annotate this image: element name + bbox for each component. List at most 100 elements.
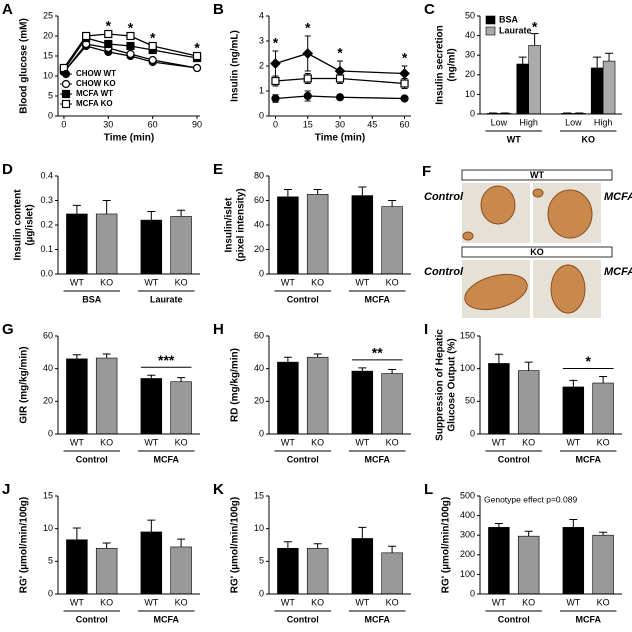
group-label: Control bbox=[76, 454, 108, 464]
bar bbox=[562, 527, 585, 595]
bar bbox=[95, 547, 118, 595]
error-bar bbox=[599, 376, 608, 384]
x-tick-label: 30 bbox=[335, 119, 345, 129]
panel-letter: F bbox=[422, 163, 431, 180]
y-tick-label: 200 bbox=[460, 549, 475, 559]
y-tick-label: 5 bbox=[48, 556, 53, 566]
x-tick-label: KO bbox=[386, 437, 399, 447]
error-bar bbox=[72, 354, 81, 359]
y-tick-label: 0.1 bbox=[40, 244, 53, 254]
marker bbox=[126, 41, 135, 51]
x-tick-label: KO bbox=[100, 437, 113, 447]
y-tick-label: 0 bbox=[259, 588, 264, 598]
y-tick-label: 50 bbox=[465, 396, 475, 406]
y-tick-label: 25 bbox=[43, 10, 53, 20]
line bbox=[63, 45, 198, 73]
bar bbox=[306, 356, 329, 435]
group-label: Laurate bbox=[150, 294, 183, 304]
bar bbox=[517, 370, 540, 435]
panel-letter: B bbox=[213, 1, 224, 18]
x-tick-label: WT bbox=[566, 437, 580, 447]
y-tick-label: 0 bbox=[470, 108, 475, 118]
error-bar bbox=[569, 519, 578, 528]
y-tick-label: 0 bbox=[48, 428, 53, 438]
bar bbox=[516, 63, 529, 115]
marker bbox=[271, 94, 280, 103]
error-bar bbox=[313, 188, 322, 195]
group-label: Control bbox=[498, 454, 530, 464]
line bbox=[275, 95, 405, 100]
label-box bbox=[461, 169, 613, 181]
bar bbox=[592, 534, 614, 595]
y-tick-label: 500 bbox=[460, 490, 475, 500]
panel-letter: H bbox=[213, 321, 224, 338]
x-tick-label: WT bbox=[355, 437, 369, 447]
group-label: MCFA bbox=[575, 614, 601, 624]
y-axis-label: Insulin secretion bbox=[435, 25, 446, 104]
x-tick-label: KO bbox=[522, 597, 535, 607]
significance: * bbox=[273, 35, 279, 51]
marker bbox=[271, 76, 280, 86]
marker bbox=[104, 29, 113, 39]
error-bar bbox=[147, 374, 156, 379]
bar bbox=[306, 547, 329, 595]
x-tick-label: KO bbox=[597, 597, 610, 607]
y-tick-label: 1 bbox=[259, 85, 264, 95]
error-bar bbox=[388, 545, 397, 553]
significance: * bbox=[402, 50, 408, 66]
x-tick-label: WT bbox=[355, 277, 369, 287]
micrograph-panel: F WT Control MCFA KO Control MCFA bbox=[422, 163, 632, 318]
x-tick-label: KO bbox=[100, 277, 113, 287]
bar bbox=[488, 527, 510, 595]
error-bar bbox=[524, 530, 533, 537]
y-tick-label: 30 bbox=[465, 50, 475, 60]
y-tick-label: 10 bbox=[43, 523, 53, 533]
bar bbox=[140, 219, 163, 275]
bar bbox=[381, 373, 403, 435]
group-label: MCFA bbox=[364, 294, 390, 304]
significance: * bbox=[532, 18, 538, 34]
y-tick-label: 0 bbox=[470, 588, 475, 598]
error-bar bbox=[569, 379, 578, 387]
marker bbox=[400, 79, 409, 88]
bar bbox=[66, 539, 88, 595]
y-tick-label: 20 bbox=[254, 396, 264, 406]
y-tick-label: 0 bbox=[470, 428, 475, 438]
x-tick-label: WT bbox=[70, 277, 84, 287]
line bbox=[63, 43, 198, 73]
error-bar bbox=[72, 527, 81, 540]
panel-letter: I bbox=[424, 321, 428, 338]
significance: ** bbox=[372, 345, 383, 361]
x-tick-label: WT bbox=[144, 277, 158, 287]
y-tick-label: 40 bbox=[254, 219, 264, 229]
marker bbox=[400, 94, 409, 103]
marker bbox=[335, 93, 345, 102]
x-tick-label: 15 bbox=[303, 119, 313, 129]
bar bbox=[381, 552, 403, 595]
marker bbox=[148, 41, 157, 51]
error-bar bbox=[102, 353, 111, 359]
bar bbox=[381, 206, 403, 275]
group-label: KO bbox=[530, 247, 544, 257]
error-bar bbox=[358, 367, 367, 372]
y-tick-label: 0 bbox=[259, 428, 264, 438]
x-tick-label: 90 bbox=[192, 119, 202, 129]
x-tick-label: 0 bbox=[61, 119, 66, 129]
islet bbox=[547, 189, 593, 239]
y-tick-label: 0 bbox=[259, 268, 264, 278]
x-tick-label: KO bbox=[175, 437, 188, 447]
y-axis-label: GIR (mg/kg/min) bbox=[19, 346, 30, 423]
marker bbox=[192, 51, 202, 61]
panel-letter: E bbox=[213, 161, 223, 178]
x-tick-label: WT bbox=[281, 277, 295, 287]
error-bar bbox=[599, 531, 608, 536]
marker bbox=[104, 39, 113, 49]
group-label: Control bbox=[287, 294, 319, 304]
y-axis-label: Glucose Output (%) bbox=[447, 338, 458, 431]
marker bbox=[126, 31, 135, 41]
panel-letter: C bbox=[424, 1, 435, 18]
y-axis-label: RG' (µmol/min/100g) bbox=[230, 497, 241, 593]
row-label: MCFA bbox=[604, 266, 632, 278]
row-label: Control bbox=[424, 266, 464, 278]
